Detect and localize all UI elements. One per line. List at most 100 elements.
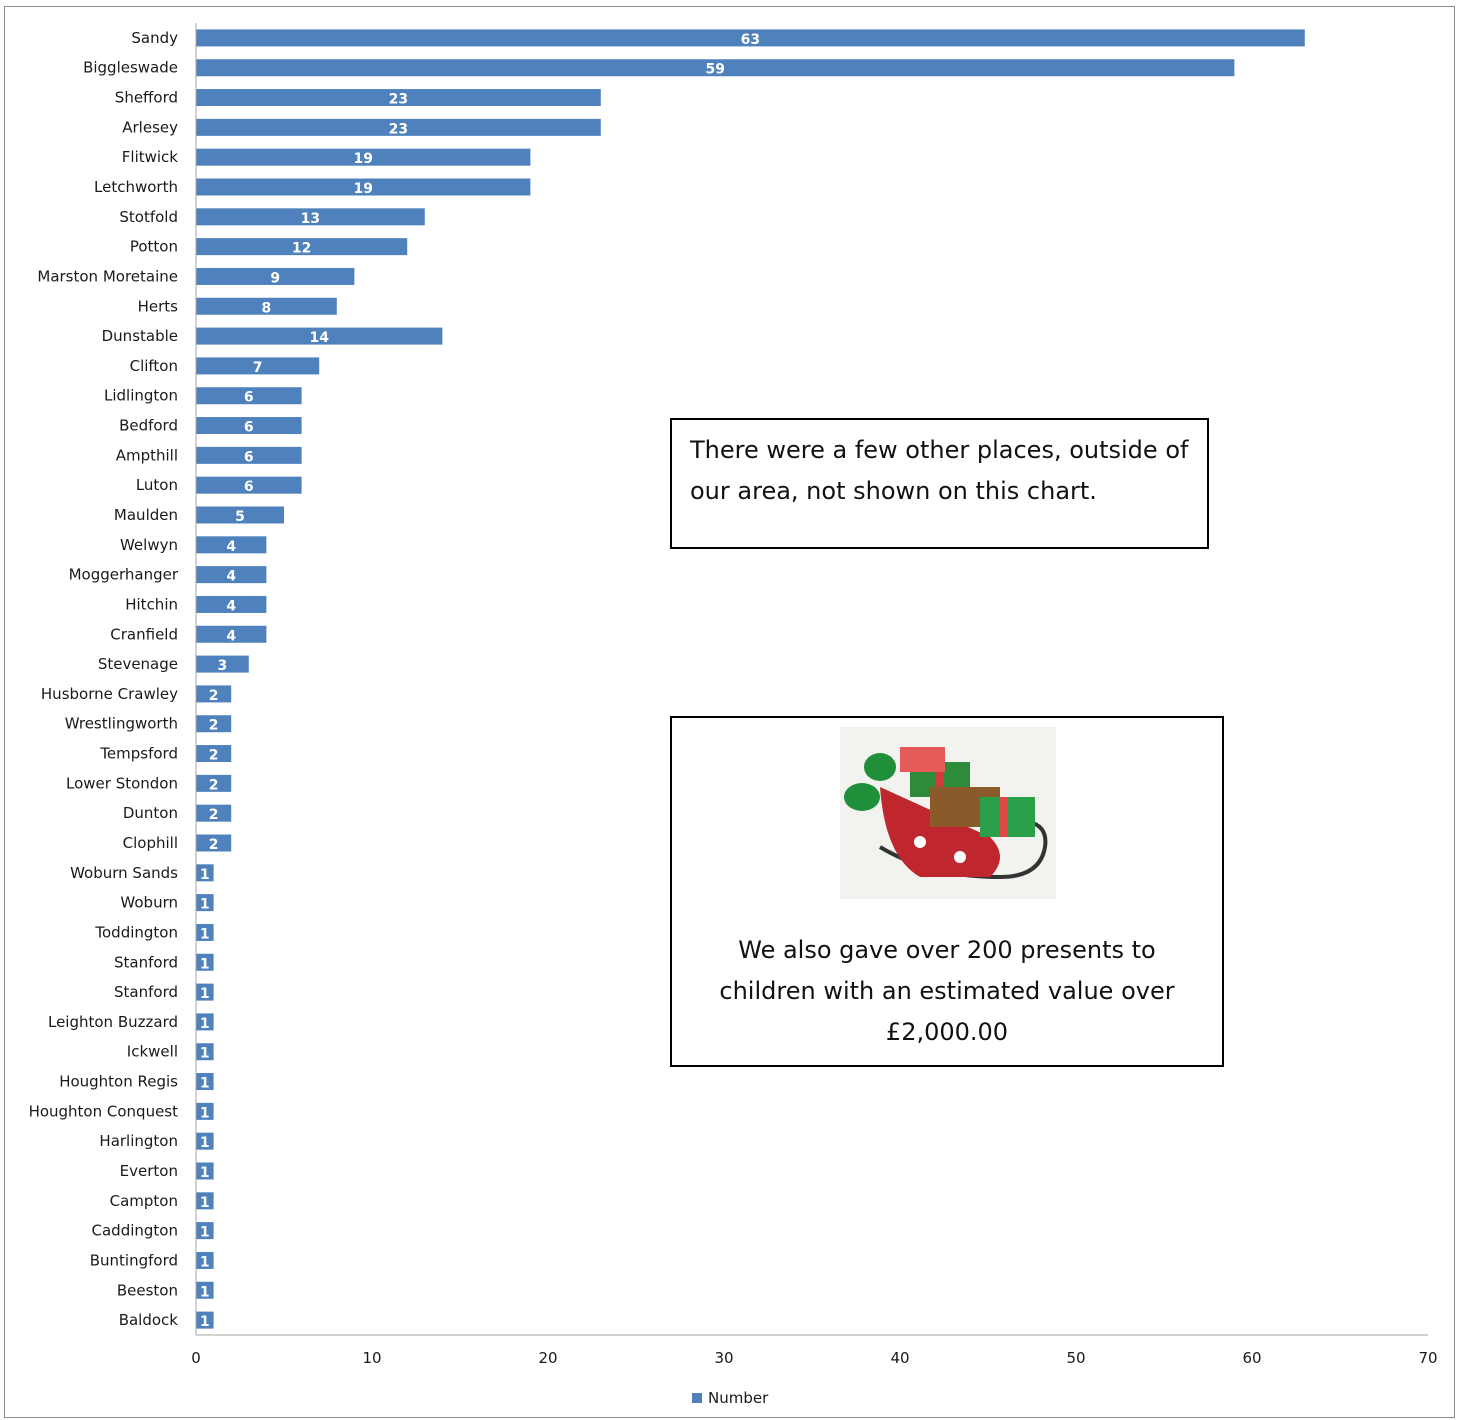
bar xyxy=(196,148,531,166)
category-label: Lower Stondon xyxy=(66,774,178,792)
data-label: 1 xyxy=(200,1046,210,1062)
x-tick-label: 30 xyxy=(714,1349,733,1367)
bar xyxy=(196,267,355,285)
data-label: 23 xyxy=(389,121,408,137)
category-label: Biggleswade xyxy=(83,59,178,77)
data-label: 7 xyxy=(253,360,263,376)
data-label: 5 xyxy=(235,509,245,525)
bar xyxy=(196,834,232,852)
data-label: 1 xyxy=(200,986,210,1002)
data-label: 9 xyxy=(270,270,280,286)
bar xyxy=(196,387,302,405)
category-label: Woburn Sands xyxy=(70,864,178,882)
bar xyxy=(196,1311,214,1329)
data-label: 1 xyxy=(200,1076,210,1092)
bar xyxy=(196,923,214,941)
x-tick-label: 0 xyxy=(191,1349,201,1367)
bar xyxy=(196,59,1235,77)
bar xyxy=(196,446,302,464)
data-label: 13 xyxy=(301,211,320,227)
bar xyxy=(196,1251,214,1269)
data-label: 6 xyxy=(244,420,254,436)
bar xyxy=(196,238,408,256)
category-label: Dunton xyxy=(123,804,178,822)
bar xyxy=(196,178,531,196)
x-axis-ticks: 0 10 20 30 40 50 60 70 xyxy=(191,1349,1437,1367)
category-labels: Sandy Biggleswade Shefford Arlesey Flitwick L… xyxy=(29,29,179,1329)
category-label: Flitwick xyxy=(122,148,179,166)
category-label: Clifton xyxy=(130,357,178,375)
bar xyxy=(196,655,249,673)
bar xyxy=(196,536,267,554)
chart-frame xyxy=(4,6,1455,1418)
category-label: Cranfield xyxy=(110,625,178,643)
category-label: Lidlington xyxy=(104,387,178,405)
data-label: 19 xyxy=(353,151,372,167)
bar xyxy=(196,1132,214,1150)
category-label: Clophill xyxy=(123,834,178,852)
data-label: 63 xyxy=(741,32,760,48)
legend: Number xyxy=(692,1389,768,1407)
x-tick-label: 60 xyxy=(1242,1349,1261,1367)
data-label: 6 xyxy=(244,390,254,406)
category-label: Campton xyxy=(110,1192,178,1210)
x-tick-label: 50 xyxy=(1066,1349,1085,1367)
bar xyxy=(196,1281,214,1299)
data-label: 1 xyxy=(200,897,210,913)
bar xyxy=(196,745,232,763)
category-label: Tempsford xyxy=(99,745,178,763)
category-label: Houghton Conquest xyxy=(29,1102,179,1120)
data-label: 2 xyxy=(209,718,219,734)
category-label: Dunstable xyxy=(102,327,178,345)
data-label: 19 xyxy=(353,181,372,197)
category-label: Maulden xyxy=(114,506,178,524)
category-label: Shefford xyxy=(115,89,178,107)
bar xyxy=(196,894,214,912)
category-label: Stanford xyxy=(114,983,178,1001)
bar xyxy=(196,595,267,613)
legend-swatch xyxy=(692,1393,702,1403)
bar xyxy=(196,864,214,882)
bar xyxy=(196,1073,214,1091)
data-label: 2 xyxy=(209,748,219,764)
data-label: 4 xyxy=(226,598,236,614)
category-label: Ickwell xyxy=(127,1043,178,1061)
category-label: Leighton Buzzard xyxy=(48,1013,178,1031)
data-label: 1 xyxy=(200,926,210,942)
bar xyxy=(196,1192,214,1210)
data-label: 6 xyxy=(244,449,254,465)
data-label: 3 xyxy=(218,658,228,674)
bar xyxy=(196,476,302,494)
bar xyxy=(196,715,232,733)
bar xyxy=(196,953,214,971)
sleigh-with-presents-picture xyxy=(840,727,1056,899)
category-label: Marston Moretaine xyxy=(37,267,178,285)
bar xyxy=(196,804,232,822)
category-label: Potton xyxy=(130,238,178,256)
bar xyxy=(196,625,267,643)
category-label: Caddington xyxy=(92,1222,178,1240)
data-label: 1 xyxy=(200,1105,210,1121)
bar xyxy=(196,89,601,107)
data-label: 1 xyxy=(200,1016,210,1032)
data-label: 1 xyxy=(200,1284,210,1300)
bar xyxy=(196,506,284,524)
bar xyxy=(196,1043,214,1061)
data-label: 1 xyxy=(200,1165,210,1181)
bar xyxy=(196,118,601,136)
bars xyxy=(196,29,1305,1329)
bar xyxy=(196,1013,214,1031)
data-labels: 63 59 23 23 19 19 13 12 9 8 14 7 6 6 6 6 5 4 4 4 4 3 2 2 2 2 2 2 1 1 1… xyxy=(200,32,760,1330)
category-label: Baldock xyxy=(119,1311,179,1329)
bar xyxy=(196,1102,214,1120)
category-label: Woburn xyxy=(120,894,178,912)
category-label: Buntingford xyxy=(90,1251,178,1269)
category-label: Ampthill xyxy=(116,446,178,464)
bar xyxy=(196,29,1305,47)
category-label: Bedford xyxy=(119,417,178,435)
data-label: 1 xyxy=(200,1254,210,1270)
x-tick-label: 40 xyxy=(890,1349,909,1367)
category-label: Husborne Crawley xyxy=(41,685,178,703)
data-label: 2 xyxy=(209,777,219,793)
